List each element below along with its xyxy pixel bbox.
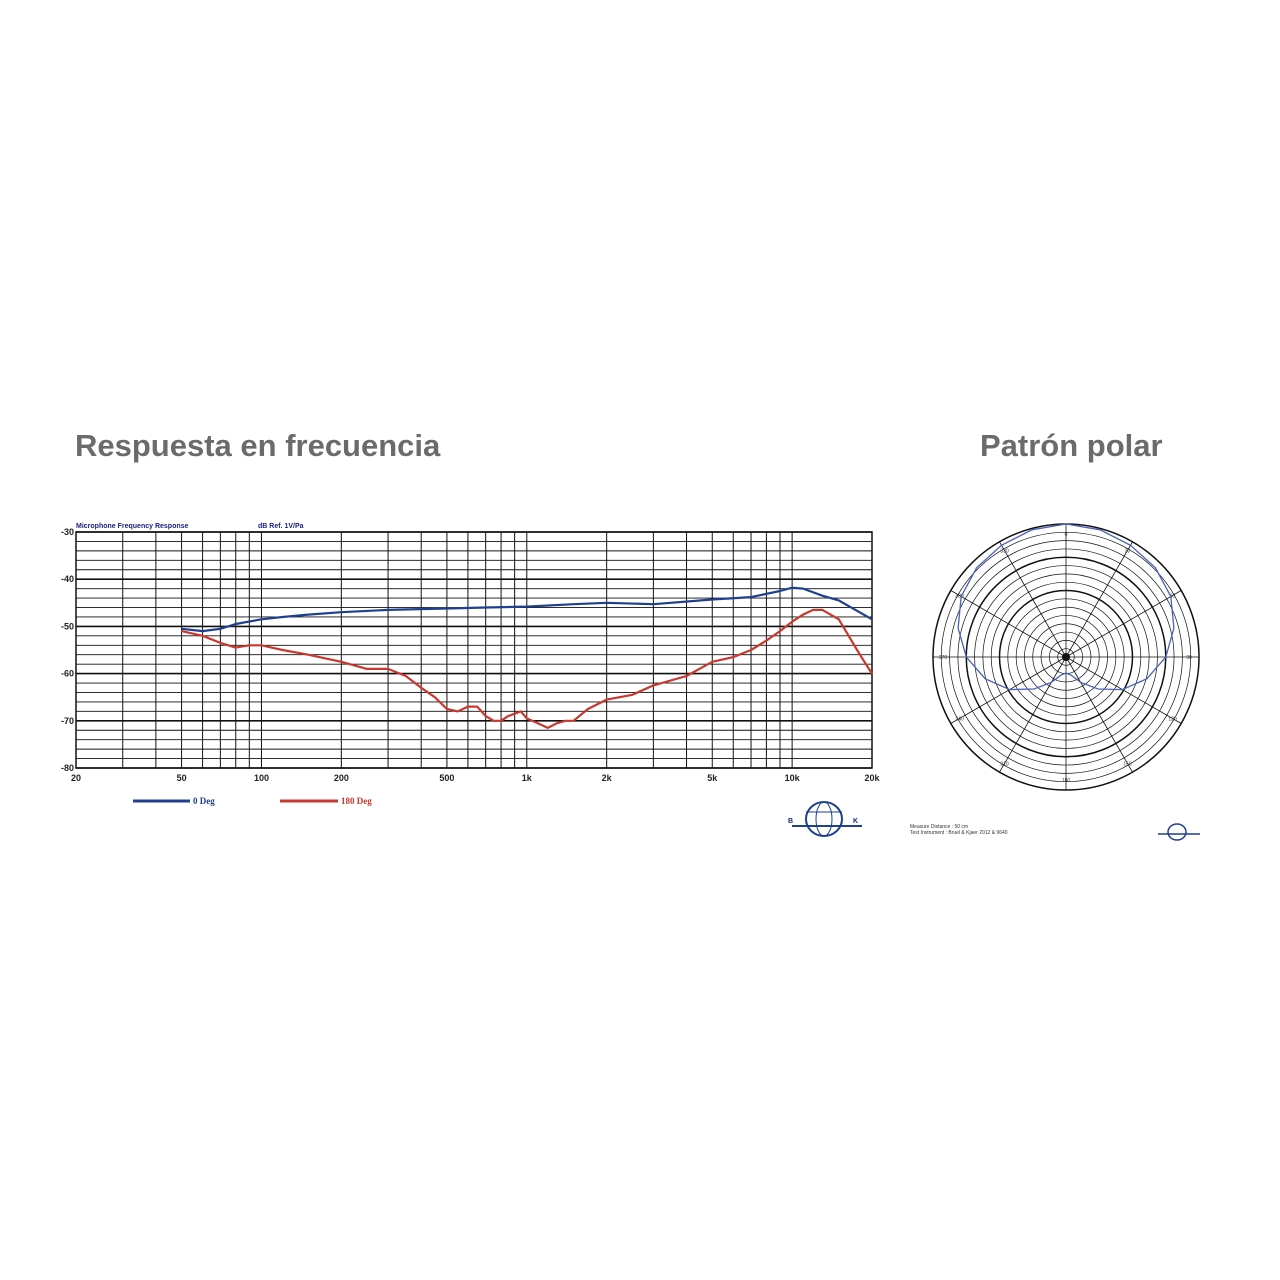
polar-spoke [1065,541,1133,658]
frequency-response-heading: Respuesta en frecuencia [75,428,441,463]
x-tick-label: 10k [785,773,801,783]
frequency-tick-labels: 20 50 100 200 500 1k 2k 5k 10k 20k -30 -40 -50 -60 -70… [61,527,881,783]
chart-header-left: Microphone Frequency Response [76,523,189,530]
polar-spoke [999,541,1067,658]
polar-spoke [950,590,1067,658]
frequency-grid [75,531,873,769]
y-tick-label: -40 [61,574,74,584]
x-tick-label: 50 [177,773,187,783]
polar-angle-label: 300 [955,594,964,600]
polar-angle-label: 180 [1062,778,1071,784]
polar-footer-line1: Measure Distance : 50 cm [910,824,968,830]
x-tick-label: 5k [707,773,718,783]
polar-footer-line2: Test Instrument : Bruel & Kjaer 2012 & 9… [910,830,1008,836]
polar-series [957,523,1175,691]
polar-angle-label: 90 [1186,655,1192,661]
x-tick-label: 200 [334,773,349,783]
frequency-legend: 0 Deg 180 Deg [133,796,372,806]
chart-header-right: dB Ref. 1V/Pa [258,523,304,530]
polar-spoke [1065,590,1182,658]
y-tick-label: -70 [61,716,74,726]
plot-frame [75,531,873,769]
legend-label-180deg: 180 Deg [341,796,372,806]
polar-spoke [999,656,1067,773]
x-tick-label: 500 [439,773,454,783]
x-tick-label: 2k [602,773,613,783]
polar-angle-labels: 0 30 60 90 120 150 180 210 240 270 300 330 [939,532,1192,784]
x-tick-label: 100 [254,773,269,783]
logo-letter-k: K [853,818,858,825]
polar-angle-label: 210 [1000,762,1009,768]
polar-angle-label: 30 [1125,548,1131,554]
brand-logo-small [1158,823,1200,841]
polar-spoke [1065,656,1182,724]
legend-label-0deg: 0 Deg [193,796,215,806]
polar-pattern-chart: 0 30 60 90 120 150 180 210 240 270 300 330 [932,523,1200,791]
polar-angle-label: 330 [1000,548,1009,554]
frequency-series [181,586,873,729]
x-tick-label: 1k [522,773,533,783]
polar-angle-label: 60 [1170,594,1176,600]
x-tick-label: 20 [71,773,81,783]
polar-angle-label: 150 [1123,762,1132,768]
polar-pattern-heading: Patrón polar [980,428,1163,463]
logo-letter-b: B [788,818,793,825]
polar-spoke [950,656,1067,724]
polar-angle-label: 270 [939,655,948,661]
polar-angle-label: 240 [955,717,964,723]
y-tick-label: -50 [61,621,74,631]
polar-angle-label: 120 [1168,717,1177,723]
series-line-180deg [181,608,873,729]
polar-angle-label: 0 [1065,532,1068,538]
brand-logo: B K [788,801,862,837]
y-tick-label: -60 [61,669,74,679]
y-tick-label: -30 [61,527,74,537]
series-line-0deg [181,586,873,633]
polar-center [1062,653,1070,661]
polar-grid [932,523,1200,791]
y-tick-label: -80 [61,763,74,773]
polar-spoke [1065,656,1133,773]
x-tick-label: 20k [864,773,880,783]
